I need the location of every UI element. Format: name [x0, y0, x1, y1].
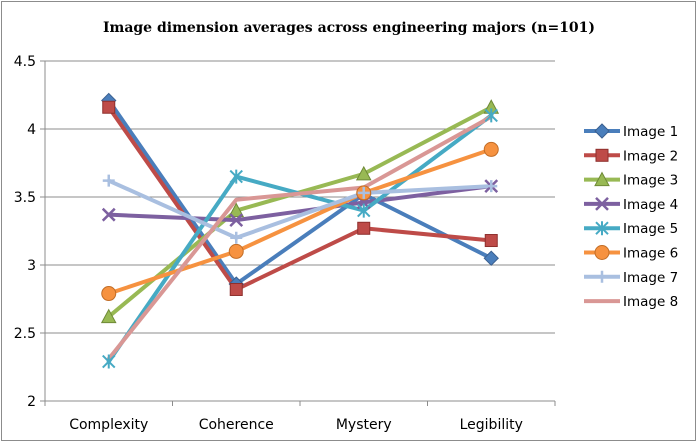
legend-label: Image 5 — [623, 221, 678, 237]
chart-title: Image dimension averages across engineer… — [103, 20, 595, 36]
legend-entry-8: Image 8 — [584, 294, 678, 310]
legend-marker — [594, 171, 610, 187]
legend-entry-3: Image 3 — [584, 171, 678, 189]
series-line-7 — [106, 178, 494, 240]
legend-marker — [594, 245, 610, 260]
y-tick-label: 2.5 — [14, 326, 36, 342]
x-tick-label: Complexity — [69, 417, 148, 433]
data-point-series-3 — [355, 165, 372, 181]
data-point-series-6 — [101, 286, 117, 302]
y-tick-label: 3 — [27, 258, 36, 274]
x-tick-label: Coherence — [199, 417, 274, 433]
data-point-series-2 — [484, 234, 498, 248]
data-point-series-1 — [483, 250, 499, 266]
x-tick-label: Mystery — [336, 417, 392, 433]
legend-entry-7: Image 7 — [584, 270, 678, 286]
legend-entry-4: Image 4 — [584, 197, 678, 213]
series-line-1 — [106, 98, 494, 287]
data-point-series-3 — [228, 202, 245, 218]
legend-marker — [595, 148, 609, 162]
legend-marker — [595, 221, 609, 236]
legend-label: Image 1 — [623, 124, 678, 140]
x-axis-ticks: Complexity Coherence Mystery Legibility — [44, 401, 556, 433]
series-line-2 — [106, 105, 494, 292]
y-tick-label: 2 — [27, 394, 36, 410]
data-point-series-4 — [229, 213, 244, 228]
data-point-series-2 — [357, 221, 371, 235]
y-tick-label: 3.5 — [14, 190, 36, 206]
legend-marker — [596, 270, 608, 283]
data-point-series-6 — [228, 243, 244, 259]
data-point-series-7 — [230, 231, 243, 244]
data-point-series-5 — [484, 108, 498, 123]
data-point-series-4 — [101, 207, 116, 222]
data-point-series-7 — [102, 174, 115, 187]
data-point-series-2 — [102, 100, 116, 114]
data-point-series-6 — [483, 141, 499, 157]
y-axis-ticks: 2 2.5 3 3.5 4 4.5 — [14, 54, 45, 410]
data-point-series-5 — [229, 169, 243, 184]
legend-entry-2: Image 2 — [584, 148, 678, 164]
legend-label: Image 7 — [623, 270, 678, 286]
series-line-4 — [106, 184, 494, 223]
legend-label: Image 8 — [623, 294, 678, 310]
data-point-series-7 — [357, 186, 370, 199]
legend-entry-5: Image 5 — [584, 221, 678, 237]
series-lines — [106, 98, 494, 364]
x-tick-label: Legibility — [460, 417, 523, 433]
grid-lines — [45, 60, 555, 334]
data-point-series-7 — [485, 180, 498, 193]
legend-label: Image 2 — [623, 148, 678, 164]
data-point-series-2 — [229, 282, 243, 296]
legend-label: Image 4 — [623, 197, 678, 213]
y-tick-label: 4.5 — [14, 54, 36, 70]
legend-entry-1: Image 1 — [584, 123, 678, 140]
legend-label: Image 6 — [623, 246, 678, 262]
legend-entry-6: Image 6 — [584, 245, 678, 262]
legend-marker — [595, 197, 609, 211]
series-line-6 — [106, 147, 494, 296]
data-point-series-5 — [357, 203, 371, 218]
series-markers — [100, 92, 500, 369]
y-tick-label: 4 — [27, 122, 36, 138]
series-line-8 — [106, 114, 494, 361]
data-point-series-3 — [100, 308, 117, 324]
legend-label: Image 3 — [623, 173, 678, 189]
legend-marker — [594, 123, 610, 139]
data-point-series-5 — [102, 354, 116, 369]
legend: Image 1 Image 2 Image 3 Image 4 Image 5 Image… — [584, 123, 678, 310]
